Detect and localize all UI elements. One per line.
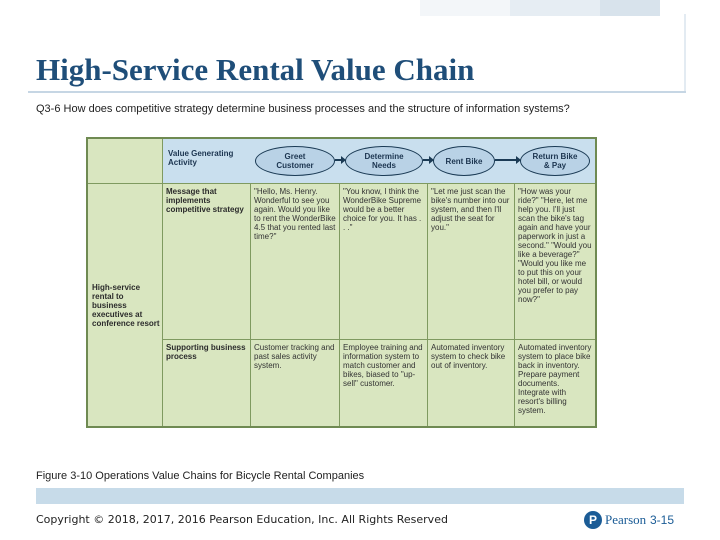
process-return-bike-pay: Automated inventory system to place bike…	[518, 343, 592, 415]
activity-label: Return Bike & Pay	[532, 152, 578, 170]
grid-line	[88, 183, 595, 184]
grid-line	[162, 339, 595, 340]
grid-line	[250, 183, 251, 426]
activity-label: Determine Needs	[364, 152, 404, 170]
activity-determine-needs: Determine Needs	[345, 146, 423, 176]
flow-arrow	[423, 156, 434, 164]
slide-question: Q3-6 How does competitive strategy deter…	[36, 103, 570, 115]
figure-caption: Figure 3-10 Operations Value Chains for …	[36, 470, 365, 482]
message-greet-customer: "Hello, Ms. Henry. Wonderful to see you …	[254, 187, 336, 241]
message-determine-needs: "You know, I think the WonderBike Suprem…	[343, 187, 422, 232]
row-group-label: High-service rental to business executiv…	[92, 283, 160, 328]
grid-line	[339, 183, 340, 426]
caption-band	[36, 488, 684, 504]
slide-title: High-Service Rental Value Chain	[36, 52, 475, 87]
row-label-message: Message that implements competitive stra…	[166, 187, 244, 214]
activity-return-bike-pay: Return Bike & Pay	[520, 146, 590, 176]
grid-line	[162, 139, 163, 426]
copyright-text: Copyright © 2018, 2017, 2016 Pearson Edu…	[36, 513, 448, 526]
grid-line	[514, 183, 515, 426]
message-rent-bike: "Let me just scan the bike's number into…	[431, 187, 510, 232]
flow-arrow	[495, 156, 521, 164]
pearson-logo-icon: P	[584, 511, 602, 529]
row-label-supporting-process: Supporting business process	[166, 343, 246, 361]
value-chain-figure: Value Generating Activity Greet Customer…	[86, 137, 597, 428]
process-determine-needs: Employee training and information system…	[343, 343, 423, 388]
header-label: Value Generating Activity	[168, 149, 234, 167]
activity-label: Greet Customer	[276, 152, 314, 170]
activity-greet-customer: Greet Customer	[255, 146, 335, 176]
publisher-name: Pearson	[605, 512, 647, 527]
slide-number: 3-15	[650, 513, 675, 527]
process-rent-bike: Automated inventory system to check bike…	[431, 343, 506, 370]
message-return-bike-pay: "How was your ride?" "Here, let me help …	[518, 187, 592, 304]
flow-arrow	[335, 156, 346, 164]
title-underline	[28, 91, 686, 93]
process-greet-customer: Customer tracking and past sales activit…	[254, 343, 335, 370]
activity-label: Rent Bike	[445, 156, 483, 166]
grid-line	[427, 183, 428, 426]
activity-rent-bike: Rent Bike	[433, 146, 495, 176]
title-frame-edge	[684, 14, 686, 93]
top-decorative-strip	[0, 0, 720, 16]
